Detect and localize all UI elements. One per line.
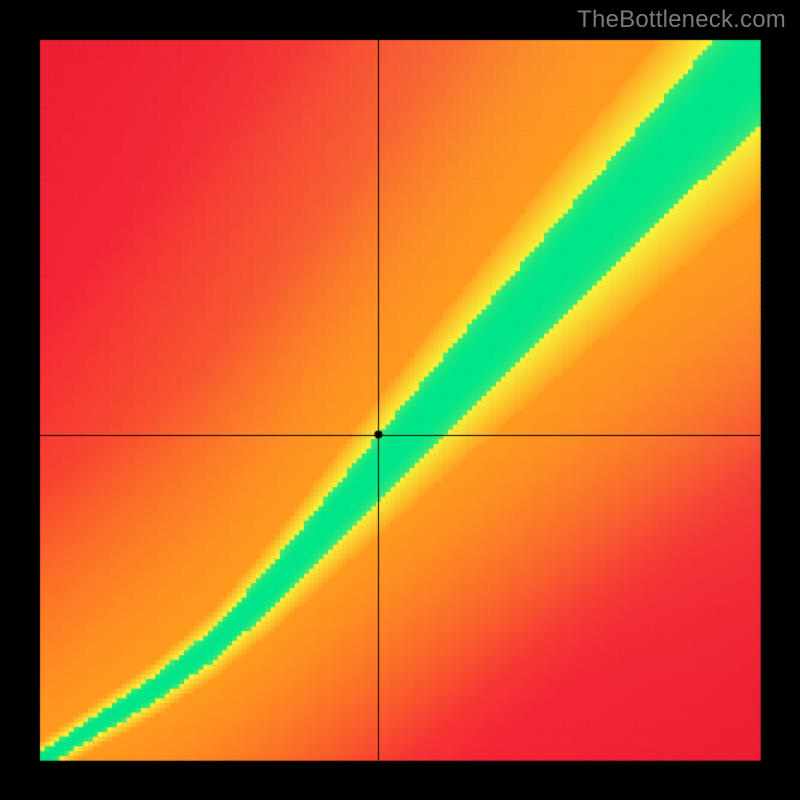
- chart-container: TheBottleneck.com: [0, 0, 800, 800]
- watermark-text: TheBottleneck.com: [577, 6, 786, 34]
- bottleneck-heatmap-canvas: [0, 0, 800, 800]
